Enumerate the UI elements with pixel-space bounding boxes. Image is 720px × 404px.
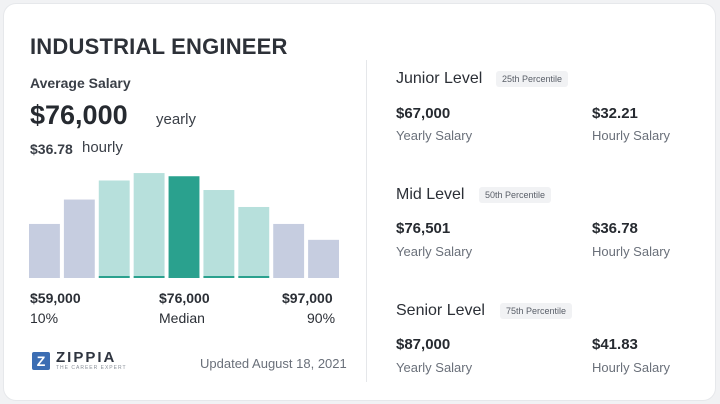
logo-tagline: THE CAREER EXPERT <box>56 365 127 371</box>
histogram-bar-7 <box>238 206 270 278</box>
junior-level-title: Junior Level <box>396 70 483 87</box>
histogram-bar-baseline-6 <box>203 276 235 278</box>
histogram-bar-9 <box>308 239 339 278</box>
histogram-bar-baseline-5 <box>168 276 200 278</box>
senior-yearly-value: $87,000 <box>396 336 451 353</box>
histogram-bar-baseline-4 <box>133 276 165 278</box>
column-divider <box>366 60 367 382</box>
junior-percentile-badge: 25th Percentile <box>496 71 569 87</box>
tick-high-label: 90% <box>307 310 336 326</box>
histogram-bar-1 <box>29 223 60 278</box>
zippia-logo-icon: Z <box>32 352 50 370</box>
histogram-bar-5 <box>168 176 200 278</box>
page-title: INDUSTRIAL ENGINEER <box>30 34 288 59</box>
hourly-label: hourly <box>82 139 123 156</box>
tick-median-value: $76,000 <box>159 290 210 306</box>
salary-distribution-chart <box>29 172 339 278</box>
tick-low-label: 10% <box>30 310 59 326</box>
senior-hourly-label: Hourly Salary <box>592 360 671 375</box>
junior-yearly-label: Yearly Salary <box>396 128 473 143</box>
mid-level-title: Mid Level <box>396 186 465 203</box>
average-salary-value: $76,000 <box>30 100 128 130</box>
updated-date: Updated August 18, 2021 <box>200 356 347 371</box>
tick-median-label: Median <box>159 310 205 326</box>
tick-low-value: $59,000 <box>30 290 81 306</box>
histogram-bar-3 <box>98 180 130 278</box>
mid-percentile-badge: 50th Percentile <box>479 187 552 203</box>
histogram-bar-8 <box>273 223 305 278</box>
mid-yearly-label: Yearly Salary <box>396 244 473 259</box>
junior-hourly-value: $32.21 <box>592 105 638 122</box>
senior-hourly-value: $41.83 <box>592 336 638 353</box>
junior-hourly-label: Hourly Salary <box>592 128 671 143</box>
junior-yearly-value: $67,000 <box>396 105 451 122</box>
senior-level-title: Senior Level <box>396 302 485 319</box>
histogram-bar-baseline-3 <box>98 276 130 278</box>
mid-hourly-label: Hourly Salary <box>592 244 671 259</box>
tick-high-value: $97,000 <box>282 290 333 306</box>
senior-yearly-label: Yearly Salary <box>396 360 473 375</box>
yearly-label: yearly <box>156 111 197 128</box>
zippia-logo: Z ZIPPIA THE CAREER EXPERT <box>32 350 127 372</box>
chart-svg <box>29 173 339 278</box>
salary-card: INDUSTRIAL ENGINEER Average Salary $76,0… <box>4 4 715 400</box>
histogram-bar-2 <box>63 199 95 278</box>
mid-yearly-value: $76,501 <box>396 220 451 237</box>
histogram-bar-4 <box>133 173 165 278</box>
mid-hourly-value: $36.78 <box>592 220 638 237</box>
histogram-bar-baseline-7 <box>238 276 270 278</box>
logo-word: ZIPPIA <box>56 349 117 366</box>
hourly-value: $36.78 <box>30 141 73 157</box>
average-salary-label: Average Salary <box>30 75 131 91</box>
histogram-bar-6 <box>203 190 235 278</box>
senior-percentile-badge: 75th Percentile <box>500 303 573 319</box>
